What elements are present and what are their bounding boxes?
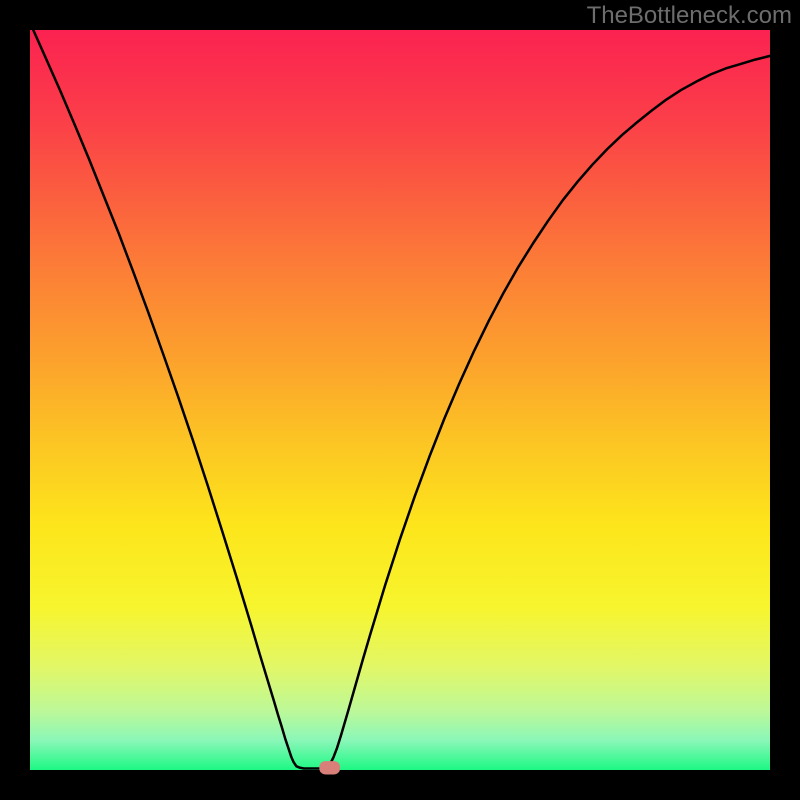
bottleneck-chart xyxy=(0,0,800,800)
watermark-text: TheBottleneck.com xyxy=(587,2,792,30)
chart-container: TheBottleneck.com xyxy=(0,0,800,800)
chart-background xyxy=(30,30,770,770)
optimal-point-marker xyxy=(319,761,340,774)
